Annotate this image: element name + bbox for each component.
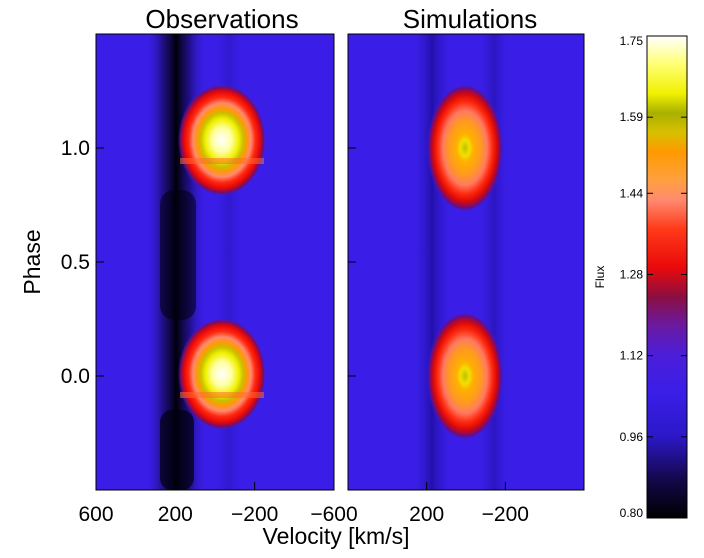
- sim-panel-title: Simulations: [403, 4, 537, 34]
- colorbar: 0.80 0.96 1.12 1.28 1.44 1.59 1.75 Flux: [593, 34, 688, 520]
- colorbar-tick-label: 1.12: [620, 349, 644, 363]
- colorbar-tick-label: 0.80: [620, 506, 644, 520]
- x-ticks: 600 200 −200 −600 200 −200: [78, 482, 585, 526]
- colorbar-gradient: [646, 35, 688, 519]
- y-tick-label: 1.0: [61, 137, 90, 160]
- x-tick-label: 200: [409, 503, 444, 526]
- x-tick-label: −200: [231, 503, 278, 526]
- y-axis-label: Phase: [19, 229, 45, 294]
- y-tick-label: 0.5: [61, 251, 90, 274]
- sim-emission-blob-lower: [427, 312, 503, 440]
- y-tick-label: 0.0: [61, 365, 90, 388]
- obs-panel: [95, 33, 335, 491]
- sim-emission-blob-upper: [427, 84, 503, 212]
- colorbar-tick-label: 1.75: [620, 34, 644, 48]
- obs-emission-streak-upper: [180, 158, 264, 164]
- obs-panel-title: Observations: [145, 4, 298, 34]
- colorbar-label: Flux: [593, 266, 607, 289]
- y-ticks: 0.0 0.5 1.0: [61, 137, 356, 388]
- obs-absorption-dark-lower: [160, 410, 194, 490]
- x-tick-label: −200: [482, 503, 529, 526]
- sim-panel: [347, 33, 585, 491]
- colorbar-ticks: 0.80 0.96 1.12 1.28 1.44 1.59 1.75: [620, 34, 687, 520]
- x-tick-label: 200: [158, 503, 193, 526]
- obs-emission-blob-upper: [178, 84, 266, 196]
- obs-emission-streak-lower: [180, 392, 264, 398]
- x-tick-label: 600: [78, 503, 113, 526]
- colorbar-tick-label: 1.44: [620, 186, 644, 200]
- x-axis-label: Velocity [km/s]: [263, 523, 410, 549]
- colorbar-tick-label: 0.96: [620, 430, 644, 444]
- obs-absorption-dark-mid: [160, 190, 196, 320]
- colorbar-tick-label: 1.28: [620, 267, 644, 281]
- x-tick-label: −600: [310, 503, 357, 526]
- colorbar-tick-label: 1.59: [620, 110, 644, 124]
- obs-emission-blob-lower: [178, 318, 266, 430]
